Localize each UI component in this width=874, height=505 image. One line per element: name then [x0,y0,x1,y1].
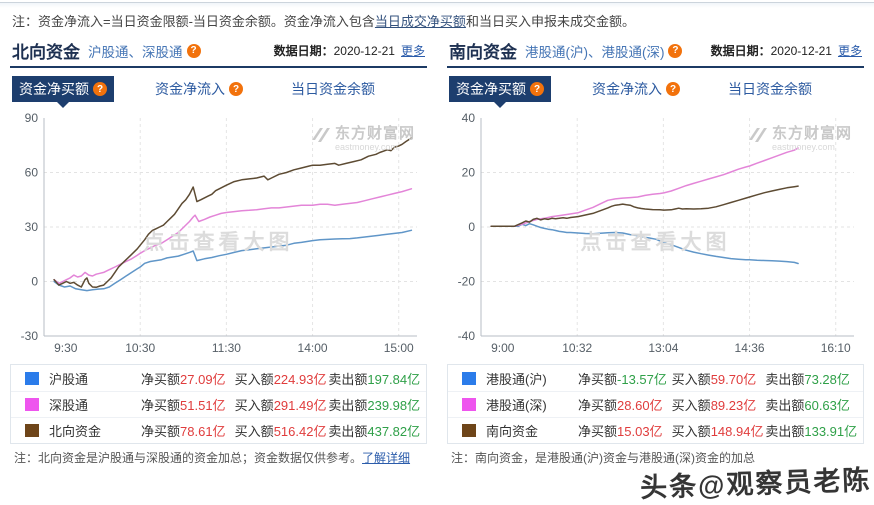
series-swatch [462,424,476,437]
more-link[interactable]: 更多 [837,44,862,58]
top-divider-strip [0,2,874,8]
subtitle-southbound: 港股通(沪)、港股通(深) [525,44,665,60]
svg-text:-40: -40 [458,329,476,343]
svg-text:9:30: 9:30 [54,341,78,355]
svg-text:10:30: 10:30 [125,341,155,355]
svg-text:-30: -30 [21,329,39,343]
buy-value: 516.42亿 [273,424,327,439]
buy-value: 148.94亿 [710,424,764,439]
series-swatch [462,398,476,411]
series-swatch [25,371,39,385]
buy-value: 59.70亿 [710,371,757,387]
date-value: 2020-12-21 [770,43,832,58]
tab-net-inflow[interactable]: 资金净流入 ? [148,76,250,102]
svg-text:60: 60 [25,166,39,180]
date-label: 数据日期： [710,44,771,58]
learn-more-link[interactable]: 了解详细 [362,451,411,465]
net-buy-value: 27.09亿 [180,371,226,387]
buy-value: 291.49亿 [273,398,327,413]
svg-text:9:00: 9:00 [491,341,515,355]
panels-container: 北向资金 沪股通、深股通 ? 数据日期： 2020-12-21 更多 资金净买额… [0,35,874,466]
top-note-link[interactable]: 当日成交净买额 [374,14,466,29]
sell-value: 60.63亿 [804,398,850,413]
table-row: 港股通(深) 净买额28.60亿 买入额89.23亿 卖出额60.63亿 [448,391,863,417]
chart-southbound-svg: 40 20 0 -20 -40 9:00 10:32 13:04 14:36 16:10 [458,111,854,355]
top-note-text: 注：资金净流入=当日资金限额-当日资金余额。资金净流入包含 [12,14,375,29]
page-title-northbound: 北向资金 [12,43,80,62]
tab-daily-balance[interactable]: 当日资金余额 [291,81,375,97]
bottom-note-northbound: 注：北向资金是沪股通与深股通的资金加总；资金数据仅供参考。了解详细 [14,451,411,465]
net-buy-value: 28.60亿 [617,398,663,413]
date-value: 2020-12-21 [333,43,395,58]
svg-text:14:36: 14:36 [735,341,765,355]
legend-table-southbound: 港股通(沪) 净买额-13.57亿 买入额59.70亿 卖出额73.28亿 港股… [447,364,864,444]
series-swatch [462,371,476,385]
buy-value: 224.93亿 [273,371,327,387]
svg-text:-20: -20 [458,275,476,289]
top-note-text-suffix: 和当日买入申报未成交金额。 [465,14,635,29]
svg-text:10:32: 10:32 [562,341,592,355]
sell-value: 239.98亿 [367,398,421,413]
svg-text:0: 0 [31,275,38,289]
top-note: 注：资金净流入=当日资金限额-当日资金余额。资金净流入包含当日成交净买额和当日买… [0,8,874,35]
sell-value: 133.91亿 [804,424,858,439]
svg-text:30: 30 [25,220,39,234]
svg-text:0: 0 [468,220,475,234]
svg-text:11:30: 11:30 [212,341,241,355]
net-buy-value: 51.51亿 [180,398,226,413]
panel-northbound: 北向资金 沪股通、深股通 ? 数据日期： 2020-12-21 更多 资金净买额… [0,35,437,466]
series-swatch [25,398,39,411]
table-row: 港股通(沪) 净买额-13.57亿 买入额59.70亿 卖出额73.28亿 [448,365,863,391]
help-icon[interactable]: ? [530,82,544,96]
help-icon[interactable]: ? [668,43,683,58]
series-swatch [25,424,39,437]
table-row: 深股通 净买额51.51亿 买入额291.49亿 卖出额239.98亿 [11,391,426,417]
svg-text:90: 90 [25,111,39,125]
sell-value: 197.84亿 [367,371,421,387]
sell-value: 437.82亿 [367,424,421,439]
svg-text:16:10: 16:10 [821,341,851,355]
help-icon[interactable]: ? [186,43,201,58]
net-buy-value: 15.03亿 [617,424,663,439]
help-icon[interactable]: ? [93,82,107,96]
page-title-southbound: 南向资金 [449,43,517,62]
table-row: 北向资金 净买额78.61亿 买入额516.42亿 卖出额437.82亿 [11,417,426,443]
buy-value: 89.23亿 [710,398,757,413]
svg-text:15:00: 15:00 [384,341,414,355]
net-buy-value: 78.61亿 [180,424,226,439]
panel-northbound-header: 北向资金 沪股通、深股通 ? 数据日期： 2020-12-21 更多 [10,35,427,68]
date-label: 数据日期： [273,44,334,58]
net-buy-value: -13.57亿 [617,371,667,387]
tab-net-inflow[interactable]: 资金净流入 ? [585,76,687,102]
svg-text:14:00: 14:00 [298,341,328,355]
panel-southbound: 南向资金 港股通(沪)、港股通(深) ? 数据日期： 2020-12-21 更多… [437,35,874,466]
help-icon[interactable]: ? [229,82,243,96]
panel-southbound-header: 南向资金 港股通(沪)、港股通(深) ? 数据日期： 2020-12-21 更多 [447,35,864,68]
help-icon[interactable]: ? [666,82,680,96]
table-row: 沪股通 净买额27.09亿 买入额224.93亿 卖出额197.84亿 [11,365,426,391]
tab-daily-balance[interactable]: 当日资金余额 [728,81,812,97]
table-row: 南向资金 净买额15.03亿 买入额148.94亿 卖出额133.91亿 [448,417,863,443]
chart-northbound[interactable]: 90 60 30 0 -30 9:30 10:30 11:30 14:00 15:00 东方财富网… [10,108,427,358]
tab-net-buy-amount[interactable]: 资金净买额 ? [12,76,114,108]
subtitle-northbound: 沪股通、深股通 [88,44,183,60]
tabs-southbound: 资金净买额 ? 资金净流入 ? 当日资金余额 [447,76,864,108]
more-link[interactable]: 更多 [400,44,425,58]
tabs-northbound: 资金净买额 ? 资金净流入 ? 当日资金余额 [10,76,427,108]
svg-text:13:04: 13:04 [648,341,678,355]
legend-table-northbound: 沪股通 净买额27.09亿 买入额224.93亿 卖出额197.84亿 深股通 … [10,364,427,444]
chart-southbound[interactable]: 40 20 0 -20 -40 9:00 10:32 13:04 14:36 16:10 东方财富… [447,108,864,358]
chart-northbound-svg: 90 60 30 0 -30 9:30 10:30 11:30 14:00 15:00 [21,111,417,355]
sell-value: 73.28亿 [804,371,850,387]
bottom-note-southbound: 注：南向资金，是港股通(沪)资金与港股通(深)资金的加总 [451,451,755,465]
tab-net-buy-amount[interactable]: 资金净买额 ? [449,76,551,108]
svg-text:20: 20 [462,166,476,180]
svg-text:40: 40 [462,111,476,125]
